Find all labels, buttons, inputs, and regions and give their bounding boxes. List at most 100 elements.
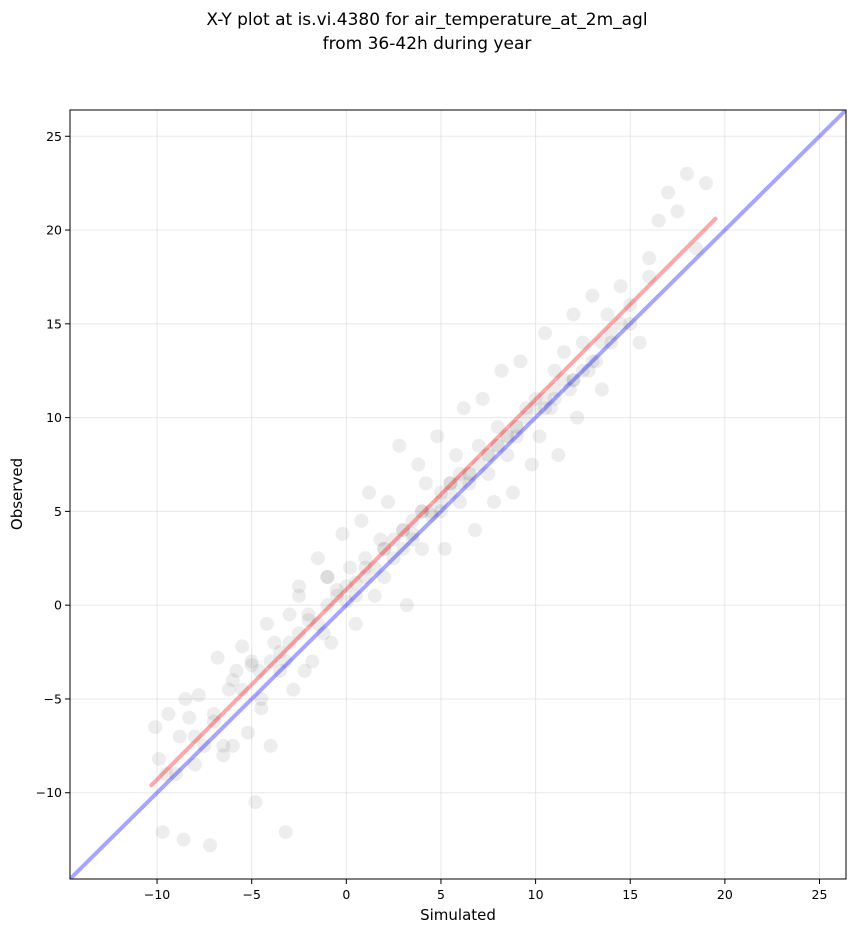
data-point <box>613 279 628 294</box>
data-point <box>490 438 505 453</box>
data-point <box>433 495 448 510</box>
data-point <box>519 410 534 425</box>
data-point <box>418 476 433 491</box>
data-point <box>329 583 344 598</box>
data-point <box>252 663 267 678</box>
data-point <box>623 316 638 331</box>
data-point <box>589 354 604 369</box>
data-point <box>178 691 193 706</box>
chart-title-line-1: X-Y plot at is.vi.4380 for air_temperatu… <box>206 10 648 30</box>
data-point <box>443 485 458 500</box>
data-point <box>494 363 509 378</box>
data-point <box>468 523 483 538</box>
data-point <box>225 738 240 753</box>
data-point <box>282 607 297 622</box>
data-point <box>433 504 448 519</box>
data-point <box>225 673 240 688</box>
y-tick-label: 15 <box>46 316 62 331</box>
data-point <box>377 570 392 585</box>
x-axis-label: Simulated <box>420 906 496 924</box>
data-point <box>424 508 439 523</box>
data-point <box>197 738 212 753</box>
data-point <box>600 307 615 322</box>
data-point <box>191 688 206 703</box>
data-point <box>348 575 363 590</box>
identity-line <box>70 110 846 879</box>
data-point <box>267 635 282 650</box>
data-point <box>386 532 401 547</box>
data-point <box>324 635 339 650</box>
data-point <box>594 382 609 397</box>
data-point <box>278 654 293 669</box>
data-point <box>172 729 187 744</box>
y-tick-label: 25 <box>46 129 62 144</box>
x-tick-label: 25 <box>812 887 828 902</box>
data-point <box>244 654 259 669</box>
data-point <box>310 551 325 566</box>
x-tick-label: −5 <box>242 887 260 902</box>
data-point <box>551 448 566 463</box>
data-point <box>500 429 515 444</box>
data-point <box>642 269 657 284</box>
data-point <box>443 476 458 491</box>
data-point <box>613 316 628 331</box>
x-tick-label: 15 <box>622 887 638 902</box>
data-point <box>594 335 609 350</box>
data-point <box>320 570 335 585</box>
data-point <box>490 438 505 453</box>
data-point <box>509 429 524 444</box>
data-point <box>505 485 520 500</box>
y-tick-label: 20 <box>46 223 62 238</box>
data-point <box>339 594 354 609</box>
y-tick-label: 5 <box>54 504 62 519</box>
data-point <box>320 570 335 585</box>
data-point <box>481 448 496 463</box>
data-point <box>471 457 486 472</box>
data-point <box>301 607 316 622</box>
data-point <box>235 639 250 654</box>
data-point <box>452 466 467 481</box>
data-point <box>263 738 278 753</box>
data-point <box>229 663 244 678</box>
data-point <box>216 738 231 753</box>
data-point <box>415 504 430 519</box>
data-point <box>547 391 562 406</box>
data-point <box>456 401 471 416</box>
data-point <box>235 682 250 697</box>
data-point <box>392 438 407 453</box>
chart-title: X-Y plot at is.vi.4380 for air_temperatu… <box>0 8 854 56</box>
data-point <box>430 429 445 444</box>
data-point <box>566 373 581 388</box>
data-point <box>452 495 467 510</box>
data-point <box>316 626 331 641</box>
y-axis-label: Observed <box>8 458 26 530</box>
data-point <box>263 654 278 669</box>
data-point <box>348 588 363 603</box>
data-point <box>585 288 600 303</box>
data-point <box>462 466 477 481</box>
data-point <box>176 832 191 847</box>
data-point <box>661 185 676 200</box>
data-point <box>698 176 713 191</box>
data-point <box>254 691 269 706</box>
x-axis-ticks: −10 −5 0 5 10 15 20 25 <box>144 879 828 902</box>
data-point <box>632 335 647 350</box>
data-point <box>443 476 458 491</box>
data-point <box>362 485 377 500</box>
data-point <box>556 373 571 388</box>
data-point <box>462 466 477 481</box>
data-point <box>481 466 496 481</box>
data-point <box>367 560 382 575</box>
data-point <box>642 251 657 266</box>
data-point <box>528 391 543 406</box>
data-point <box>411 457 426 472</box>
data-point <box>203 838 218 853</box>
data-point <box>343 560 358 575</box>
data-point <box>206 714 221 729</box>
data-point <box>547 363 562 378</box>
data-point <box>168 766 183 781</box>
data-point <box>538 401 553 416</box>
data-point <box>377 541 392 556</box>
data-point <box>437 541 452 556</box>
data-point <box>481 448 496 463</box>
